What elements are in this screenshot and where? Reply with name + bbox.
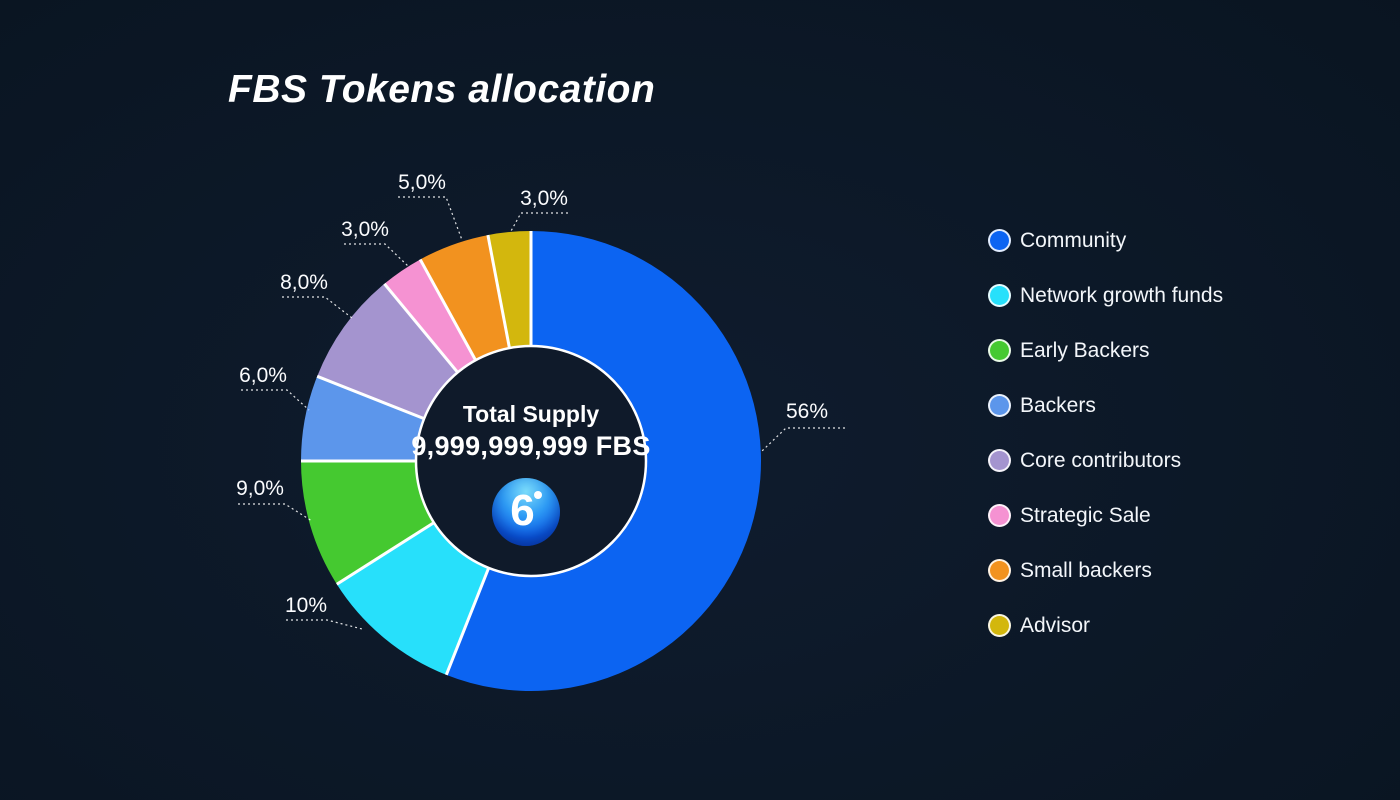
legend-item-community: Community (988, 229, 1223, 252)
legend-label: Strategic Sale (1020, 504, 1151, 527)
legend-label: Early Backers (1020, 339, 1150, 362)
slice-small-backers (420, 235, 510, 361)
legend-dot-icon (988, 339, 1011, 362)
slice-value-label-network-growth-funds: 10% (284, 594, 328, 617)
leader-line-early-backers (238, 503, 313, 522)
donut-hole (414, 344, 648, 578)
legend-label: Backers (1020, 394, 1096, 417)
leader-line-core-contributors (282, 296, 353, 319)
slice-strategic-sale (384, 259, 476, 373)
legend-label: Core contributors (1020, 449, 1182, 472)
leader-line-backers (241, 389, 310, 411)
total-supply-label: Total Supply (462, 401, 600, 427)
legend-label: Advisor (1020, 614, 1091, 637)
legend-dot-icon (988, 394, 1011, 417)
slice-value-label-core-contributors: 8,0% (280, 271, 328, 294)
legend-item-advisor: Advisor (988, 614, 1223, 637)
fbs-logo-icon: 6 (492, 478, 560, 546)
slice-advisor (487, 231, 531, 349)
slice-value-label-small-backers: 5,0% (398, 171, 446, 194)
legend-item-network-growth-funds: Network growth funds (988, 284, 1223, 307)
legend-item-small-backers: Small backers (988, 559, 1223, 582)
legend-item-core-contributors: Core contributors (988, 449, 1223, 472)
chart-title: FBS Tokens allocation (228, 68, 656, 111)
legend-dot-icon (988, 229, 1011, 252)
slice-value-label-advisor: 3,0% (520, 187, 568, 210)
legend-label: Small backers (1020, 559, 1152, 582)
fbs-logo-dot-icon (534, 491, 542, 499)
legend-dot-icon (988, 284, 1011, 307)
slice-value-label-backers: 6,0% (239, 364, 287, 387)
legend-label: Network growth funds (1020, 284, 1224, 307)
legend-dot-icon (988, 504, 1011, 527)
legend-item-early-backers: Early Backers (988, 339, 1223, 362)
leader-line-small-backers (398, 196, 463, 241)
legend-dot-icon (988, 559, 1011, 582)
legend-dot-icon (988, 449, 1011, 472)
leader-line-advisor (510, 212, 568, 232)
leader-line-network-growth-funds (286, 619, 363, 630)
legend: Community Network growth funds Early Backe… (988, 229, 1223, 637)
legend-label: Community (1020, 229, 1127, 252)
slice-value-label-early-backers: 9,0% (236, 477, 284, 500)
legend-item-backers: Backers (988, 394, 1223, 417)
leader-line-community (761, 427, 845, 452)
slice-value-label-strategic-sale: 3,0% (341, 218, 389, 241)
slice-separator (486, 234, 512, 350)
slice-value-label-community: 56% (785, 400, 829, 423)
slice-separator (383, 282, 460, 375)
legend-item-strategic-sale: Strategic Sale (988, 504, 1223, 527)
slice-core-contributors (317, 283, 458, 419)
slice-separator (316, 374, 426, 421)
total-supply-value: 9,999,999,999 FBS (411, 431, 651, 461)
slice-separator (336, 520, 436, 586)
legend-dot-icon (988, 614, 1011, 637)
leader-line-strategic-sale (344, 243, 410, 268)
slice-separator (418, 258, 478, 362)
slice-backers (301, 376, 425, 461)
slice-early-backers (301, 461, 434, 585)
slice-separator (444, 566, 491, 676)
fbs-logo-glyph: 6 (510, 486, 535, 535)
